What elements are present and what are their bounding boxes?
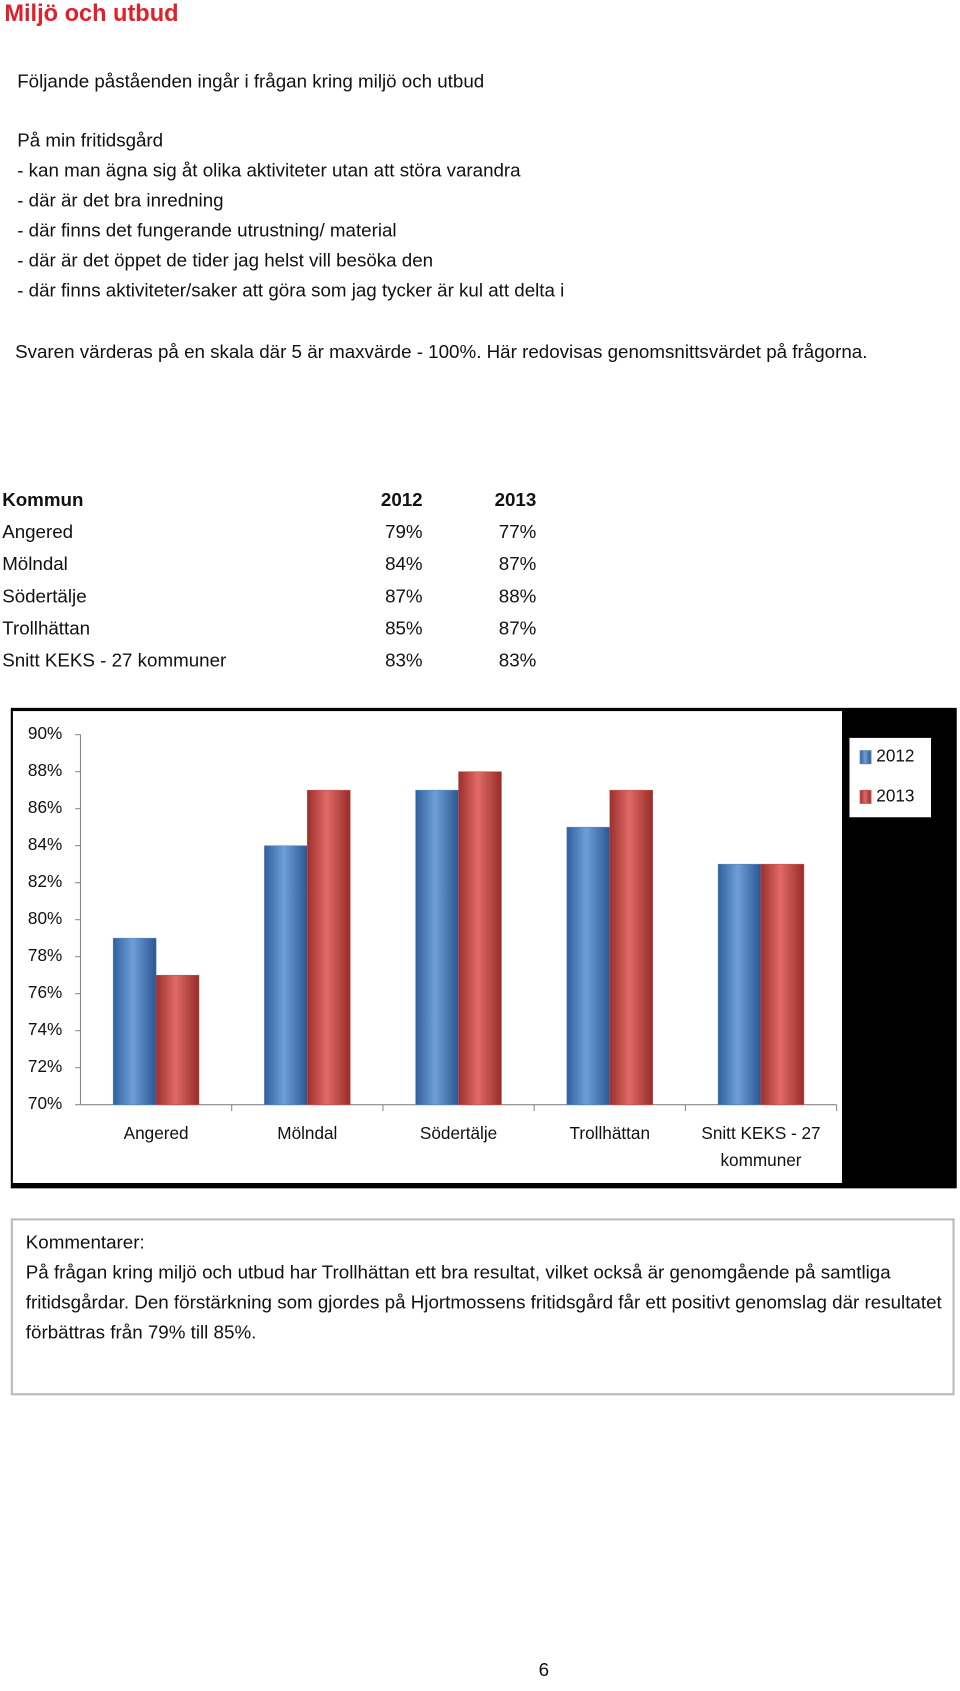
y-tick-label: 86% <box>28 797 62 817</box>
note-box: Svaren värderas på en skala där 5 är max… <box>15 341 868 363</box>
y-tick-label: 84% <box>28 834 62 854</box>
table-cell: Trollhättan <box>2 618 90 639</box>
table-cell: Angered <box>2 521 73 542</box>
legend-label: 2012 <box>876 746 914 766</box>
bar <box>458 771 502 1105</box>
y-tick-label: 76% <box>28 982 62 1002</box>
bar <box>155 974 200 1105</box>
intro-note: Svaren värderas på en skala där 5 är max… <box>15 341 868 363</box>
list-item: - där finns aktiviteter/saker att göra s… <box>17 280 564 301</box>
bar <box>415 789 459 1105</box>
y-tick-label: 88% <box>28 760 62 780</box>
page-number: 6 <box>539 1659 549 1680</box>
bar <box>717 863 762 1105</box>
list-item: - där finns det fungerande utrustning/ m… <box>17 220 396 241</box>
legend-swatch <box>859 789 872 804</box>
table-cell: 87% <box>499 553 537 574</box>
table-cell: Södertälje <box>2 585 86 606</box>
table-cell: Mölndal <box>2 553 68 574</box>
bar <box>760 863 805 1105</box>
table-cell: 79% <box>385 521 423 542</box>
legend-swatch <box>859 750 872 765</box>
x-tick-label: Södertälje <box>419 1125 498 1144</box>
table-cell: 87% <box>385 585 423 606</box>
list-item: - kan man ägna sig åt olika aktiviteter … <box>17 160 521 181</box>
comment-box <box>10 1218 955 1396</box>
x-tick-label: Mölndal <box>277 1125 338 1144</box>
page-title: Miljö och utbud <box>4 0 178 26</box>
comment-title: Kommentarer: <box>25 1231 145 1253</box>
table-cell: 88% <box>499 585 537 606</box>
table-cell: 85% <box>385 618 423 639</box>
y-tick-label: 74% <box>28 1019 62 1039</box>
list-item: - där är det öppet de tider jag helst vi… <box>17 250 433 271</box>
y-tick-label: 72% <box>28 1056 62 1076</box>
legend-label: 2013 <box>876 785 914 805</box>
table-cell: 84% <box>385 553 423 574</box>
y-tick-label: 90% <box>28 723 62 743</box>
y-tick-label: 80% <box>28 908 62 928</box>
intro-lead: Följande påståenden ingår i frågan kring… <box>17 71 484 92</box>
bar <box>609 789 653 1105</box>
x-tick-label: Trollhättan <box>569 1125 650 1144</box>
table-cell: 77% <box>499 521 537 542</box>
table-cell: 83% <box>385 650 423 671</box>
bar <box>112 937 157 1105</box>
comment-text: På frågan kring miljö och utbud har Trol… <box>25 1261 942 1343</box>
table-header: Kommun <box>2 489 83 510</box>
bar <box>566 826 611 1105</box>
list-item: - där är det bra inredning <box>17 190 223 211</box>
table-header: 2013 <box>495 489 537 510</box>
y-tick-label: 78% <box>28 945 62 965</box>
x-tick-label: Angered <box>123 1125 189 1144</box>
table-cell: 87% <box>499 618 537 639</box>
list-title: På min fritidsgård <box>17 130 163 151</box>
table-header: 2012 <box>381 489 423 510</box>
table-cell: 83% <box>499 650 537 671</box>
table-cell: Snitt KEKS - 27 kommuner <box>2 650 226 671</box>
x-tick-label: Snitt KEKS - 27 kommuner <box>701 1125 821 1171</box>
comment-area: Kommentarer: På frågan kring miljö och u… <box>25 1231 942 1343</box>
y-tick-label: 70% <box>28 1093 62 1113</box>
bar <box>264 845 308 1105</box>
x-label-area: Angered Mölndal Södertälje Trollhättan Snitt… <box>123 1125 821 1171</box>
y-tick-label: 82% <box>28 871 62 891</box>
bar <box>307 789 351 1105</box>
